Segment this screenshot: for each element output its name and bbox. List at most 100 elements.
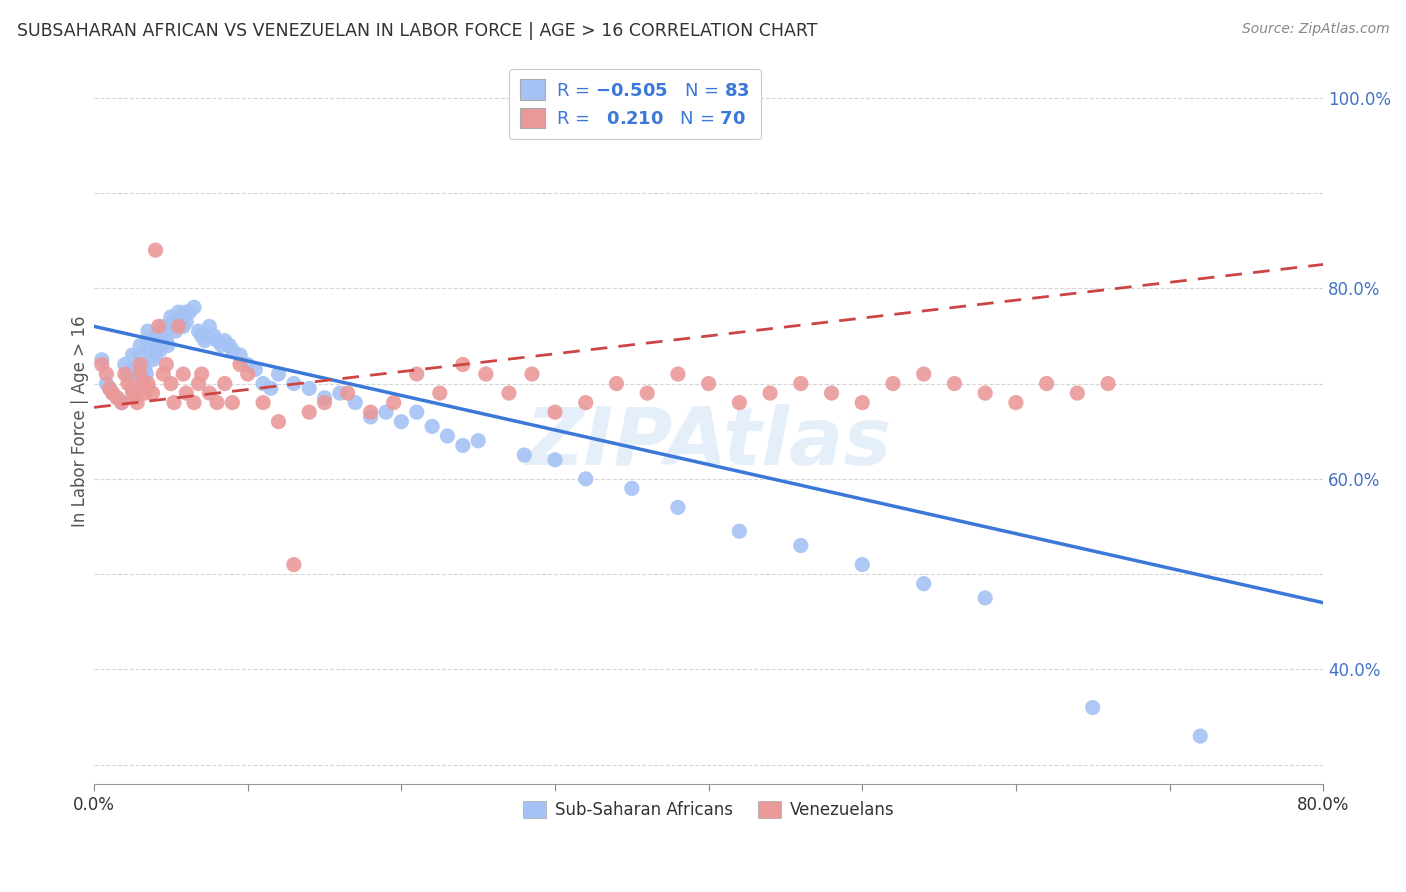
Point: [420, 419, 443, 434]
Point: [697, 376, 720, 391]
Point: [912, 576, 935, 591]
Point: [283, 558, 305, 572]
Point: [96, 367, 118, 381]
Point: [790, 539, 813, 553]
Point: [129, 367, 152, 381]
Point: [136, 376, 159, 391]
Point: [160, 376, 183, 391]
Point: [575, 395, 598, 409]
Point: [405, 405, 427, 419]
Point: [194, 334, 217, 348]
Point: [1005, 395, 1028, 409]
Point: [405, 367, 427, 381]
Point: [117, 367, 139, 381]
Point: [121, 381, 143, 395]
Point: [336, 386, 359, 401]
Point: [205, 334, 228, 348]
Point: [190, 329, 212, 343]
Point: [575, 472, 598, 486]
Point: [136, 381, 159, 395]
Point: [513, 448, 536, 462]
Point: [198, 386, 221, 401]
Point: [145, 348, 167, 362]
Legend: Sub-Saharan Africans, Venezuelans: Sub-Saharan Africans, Venezuelans: [516, 795, 901, 826]
Point: [1035, 376, 1057, 391]
Point: [221, 343, 243, 358]
Point: [882, 376, 904, 391]
Point: [176, 386, 198, 401]
Point: [544, 405, 567, 419]
Point: [790, 376, 813, 391]
Point: [127, 381, 149, 395]
Point: [1097, 376, 1119, 391]
Point: [475, 367, 498, 381]
Point: [211, 338, 233, 352]
Point: [498, 386, 520, 401]
Point: [148, 319, 170, 334]
Point: [298, 381, 321, 395]
Point: [148, 334, 170, 348]
Point: [135, 367, 157, 381]
Point: [851, 558, 873, 572]
Point: [176, 315, 198, 329]
Point: [389, 415, 412, 429]
Point: [198, 319, 221, 334]
Point: [152, 319, 174, 334]
Point: [117, 376, 139, 391]
Point: [202, 329, 225, 343]
Point: [96, 376, 118, 391]
Point: [260, 381, 283, 395]
Point: [145, 329, 167, 343]
Point: [429, 386, 451, 401]
Point: [759, 386, 782, 401]
Point: [912, 367, 935, 381]
Point: [176, 305, 198, 319]
Point: [152, 367, 174, 381]
Point: [172, 319, 194, 334]
Point: [187, 324, 209, 338]
Point: [375, 405, 398, 419]
Point: [155, 334, 177, 348]
Point: [101, 386, 124, 401]
Point: [360, 409, 382, 424]
Point: [145, 243, 167, 257]
Point: [190, 367, 212, 381]
Text: SUBSAHARAN AFRICAN VS VENEZUELAN IN LABOR FORCE | AGE > 16 CORRELATION CHART: SUBSAHARAN AFRICAN VS VENEZUELAN IN LABO…: [17, 22, 817, 40]
Point: [121, 362, 143, 376]
Point: [124, 391, 146, 405]
Point: [167, 305, 190, 319]
Point: [436, 429, 458, 443]
Point: [101, 386, 124, 401]
Point: [160, 319, 183, 334]
Point: [1081, 700, 1104, 714]
Point: [620, 481, 643, 495]
Point: [851, 395, 873, 409]
Point: [141, 352, 163, 367]
Point: [141, 386, 163, 401]
Point: [252, 395, 274, 409]
Point: [451, 358, 474, 372]
Point: [145, 338, 167, 352]
Point: [728, 524, 751, 539]
Point: [129, 338, 152, 352]
Point: [179, 305, 201, 319]
Point: [236, 367, 259, 381]
Point: [163, 315, 186, 329]
Point: [314, 391, 336, 405]
Point: [132, 376, 155, 391]
Point: [1189, 729, 1212, 743]
Point: [165, 324, 187, 338]
Point: [520, 367, 543, 381]
Point: [974, 386, 997, 401]
Point: [544, 452, 567, 467]
Point: [636, 386, 658, 401]
Point: [134, 362, 156, 376]
Point: [111, 395, 134, 409]
Point: [136, 324, 159, 338]
Point: [943, 376, 966, 391]
Point: [152, 329, 174, 343]
Point: [229, 348, 252, 362]
Point: [344, 395, 367, 409]
Text: ZIPAtlas: ZIPAtlas: [526, 404, 891, 483]
Point: [129, 348, 152, 362]
